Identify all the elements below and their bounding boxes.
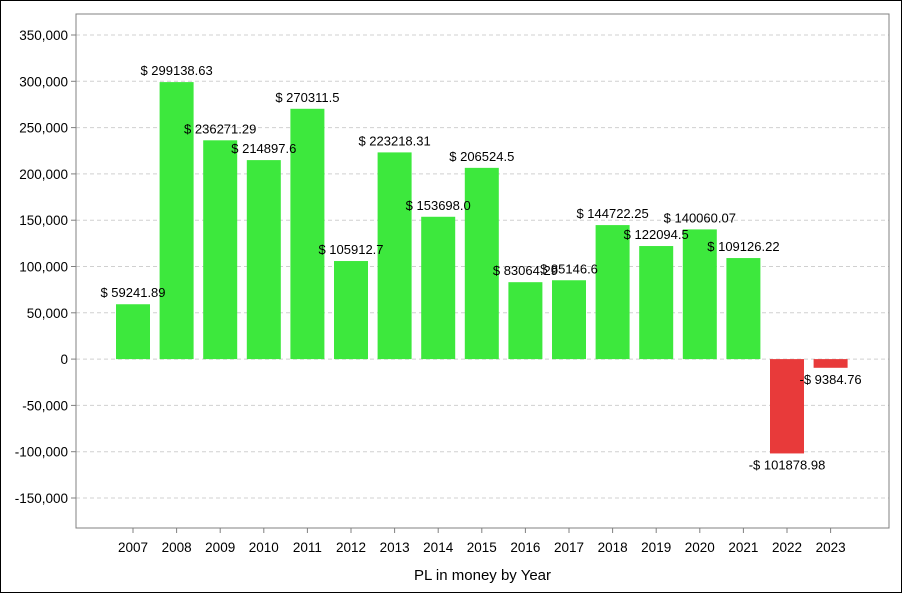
bar-2021 — [726, 258, 761, 360]
bar-2009 — [203, 140, 238, 360]
y-tick-label: -150,000 — [15, 491, 68, 506]
x-tick-label: 2007 — [118, 540, 148, 555]
bars — [116, 82, 848, 454]
bar-2014 — [421, 216, 456, 360]
bar-2019 — [639, 246, 674, 360]
x-axis-title: PL in money by Year — [414, 567, 551, 584]
data-label-2008: $ 299138.63 — [140, 63, 212, 78]
x-tick-label: 2023 — [816, 540, 846, 555]
x-tick-label: 2017 — [554, 540, 584, 555]
y-tick-label: 50,000 — [27, 306, 68, 321]
x-tick-label: 2014 — [423, 540, 454, 555]
x-tick-label: 2018 — [598, 540, 628, 555]
data-label-2010: $ 214897.6 — [231, 141, 296, 156]
data-label-2023: -$ 9384.76 — [800, 372, 862, 387]
data-label-2022: -$ 101878.98 — [749, 457, 826, 472]
y-axis-ticks: 350,000 300,000 250,000 200,000 150,000 100,0… — [15, 28, 76, 506]
bar-2013 — [377, 152, 412, 360]
data-label-2013: $ 223218.31 — [358, 133, 430, 148]
y-tick-label: -100,000 — [15, 445, 68, 460]
x-tick-label: 2020 — [685, 540, 715, 555]
data-label-2020: $ 140060.07 — [664, 210, 736, 225]
data-label-2021: $ 109126.22 — [707, 239, 779, 254]
data-labels: $ 59241.89 $ 299138.63 $ 236271.29 $ 214897… — [100, 63, 861, 472]
data-label-2009: $ 236271.29 — [184, 121, 256, 136]
bar-2018 — [595, 225, 630, 360]
bar-2011 — [290, 108, 325, 360]
x-tick-label: 2008 — [162, 540, 192, 555]
data-label-2011: $ 270311.5 — [275, 90, 339, 105]
x-tick-label: 2021 — [728, 540, 758, 555]
data-label-2017: $ 85146.6 — [540, 261, 598, 276]
bar-2008 — [159, 82, 194, 360]
y-tick-label: 300,000 — [19, 74, 68, 89]
bar-2020 — [682, 229, 717, 360]
y-tick-label: 100,000 — [19, 260, 68, 275]
x-tick-label: 2022 — [772, 540, 802, 555]
x-tick-label: 2013 — [380, 540, 410, 555]
x-tick-label: 2009 — [205, 540, 235, 555]
bar-2017 — [552, 280, 586, 360]
y-tick-label: -50,000 — [22, 398, 68, 413]
y-tick-label: 350,000 — [19, 28, 68, 43]
x-axis-ticks: 2007 2008 2009 2010 2011 2012 2013 2014 2015 2016… — [118, 528, 846, 555]
data-label-2014: $ 153698.0 — [406, 198, 471, 213]
data-label-2019: $ 122094.5 — [624, 227, 689, 242]
bar-2007 — [116, 304, 150, 360]
data-label-2015: $ 206524.5 — [449, 149, 514, 164]
bar-2023 — [813, 359, 848, 368]
bar-2022 — [770, 359, 804, 454]
x-tick-label: 2011 — [293, 540, 322, 555]
data-label-2012: $ 105912.7 — [318, 242, 383, 257]
plot-area-border — [75, 13, 890, 529]
y-tick-label: 0 — [60, 352, 68, 367]
data-label-2007: $ 59241.89 — [100, 285, 165, 300]
x-tick-label: 2019 — [641, 540, 671, 555]
bar-2012 — [334, 261, 368, 360]
y-tick-label: 200,000 — [19, 167, 68, 182]
y-tick-label: 250,000 — [19, 121, 68, 136]
x-tick-label: 2016 — [510, 540, 540, 555]
bar-2016 — [508, 282, 543, 360]
x-tick-label: 2015 — [467, 540, 497, 555]
x-tick-label: 2010 — [249, 540, 279, 555]
y-tick-label: 150,000 — [19, 213, 68, 228]
data-label-2018: $ 144722.25 — [576, 206, 648, 221]
x-tick-label: 2012 — [336, 540, 366, 555]
bar-2010 — [246, 160, 281, 360]
bar-2015 — [464, 167, 499, 360]
data-label-2016: $ 83064.29 — [493, 263, 558, 278]
